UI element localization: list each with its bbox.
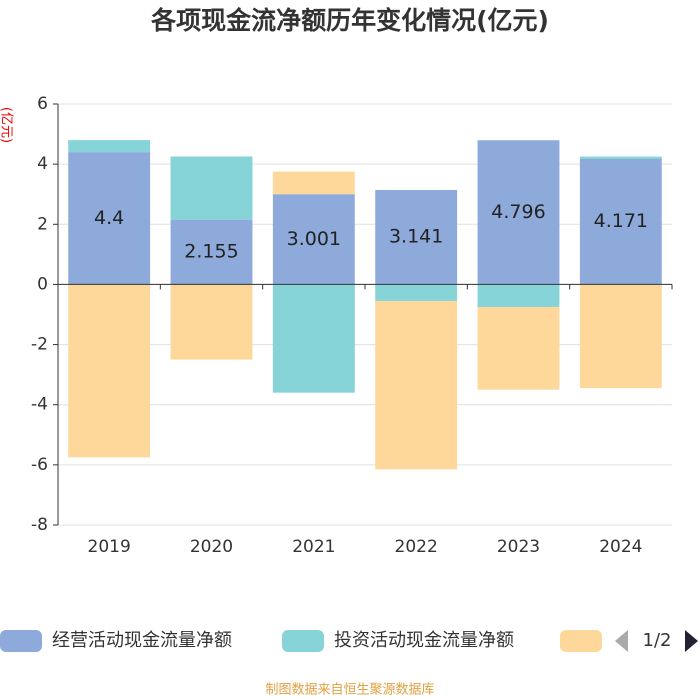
y-tick-label: -6 xyxy=(31,455,48,475)
x-tick-label: 2020 xyxy=(190,537,233,557)
legend-label: 经营活动现金流量净额 xyxy=(52,630,232,651)
legend-label: 投资活动现金流量净额 xyxy=(334,630,514,651)
y-tick-label: 2 xyxy=(37,214,48,234)
legend-next[interactable] xyxy=(685,630,698,652)
bar xyxy=(68,284,151,458)
data-label: 4.4 xyxy=(94,207,124,229)
legend-swatch xyxy=(560,630,602,652)
data-label: 4.796 xyxy=(491,201,545,223)
data-label: 3.141 xyxy=(389,226,443,248)
y-tick-label: -2 xyxy=(31,335,48,355)
bar xyxy=(375,189,458,285)
bar xyxy=(477,140,560,285)
bar xyxy=(477,306,560,390)
bar xyxy=(272,284,355,393)
x-tick-label: 2021 xyxy=(292,537,335,557)
x-tick-label: 2022 xyxy=(395,537,438,557)
chart-title: 各项现金流净额历年变化情况(亿元) xyxy=(150,6,549,35)
data-label: 3.001 xyxy=(287,228,341,250)
bar xyxy=(68,140,151,153)
x-tick-label: 2023 xyxy=(497,537,540,557)
y-tick-label: -8 xyxy=(31,515,48,535)
y-tick-label: -4 xyxy=(31,395,48,415)
source-note: 制图数据来自恒生聚源数据库 xyxy=(265,682,434,698)
x-tick-label: 2019 xyxy=(88,537,131,557)
data-label: 2.155 xyxy=(184,241,238,263)
bar xyxy=(375,284,458,301)
x-tick-label: 2024 xyxy=(599,537,642,557)
legend-page: 1/2 xyxy=(643,630,672,651)
bar xyxy=(170,284,253,360)
data-label: 4.171 xyxy=(594,210,648,232)
bar xyxy=(272,171,355,195)
legend-swatch xyxy=(0,630,42,652)
bar xyxy=(579,159,662,285)
bar xyxy=(579,156,662,160)
legend-swatch xyxy=(282,630,324,652)
y-tick-label: 0 xyxy=(37,274,48,294)
bar xyxy=(272,194,355,285)
bar xyxy=(579,284,662,389)
bar xyxy=(477,284,560,307)
bar xyxy=(68,152,151,285)
legend-prev[interactable] xyxy=(615,630,628,652)
bar xyxy=(170,219,253,285)
y-axis-label: (亿元) xyxy=(0,107,14,143)
y-tick-label: 6 xyxy=(37,94,48,114)
y-tick-label: 4 xyxy=(37,154,48,174)
bar xyxy=(375,300,458,470)
bar xyxy=(170,156,253,220)
